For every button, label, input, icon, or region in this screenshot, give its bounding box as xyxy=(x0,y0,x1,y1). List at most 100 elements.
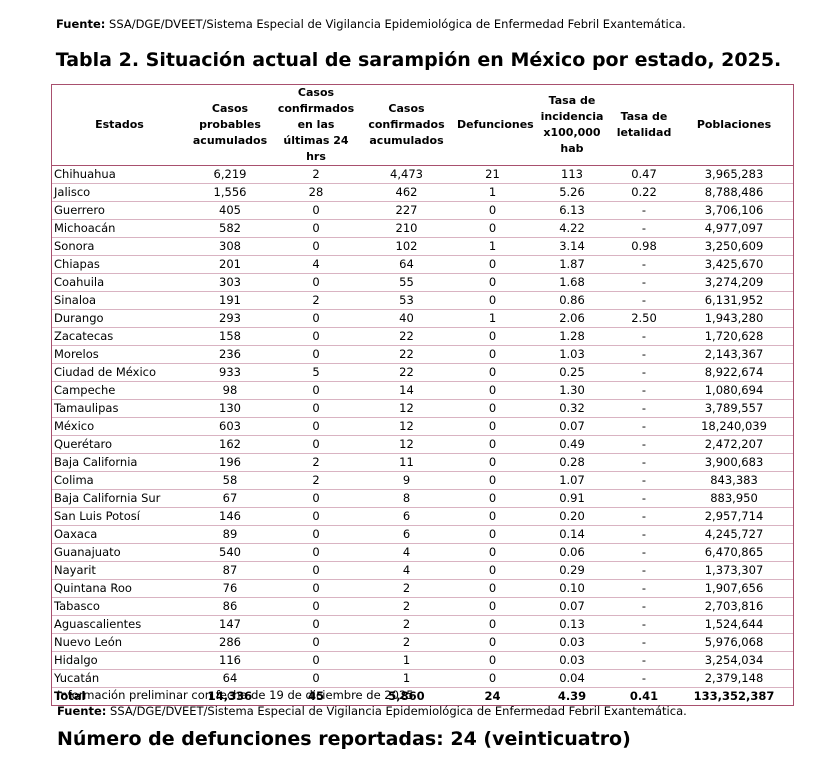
cell-confirmed-24h: 0 xyxy=(273,273,359,292)
cell-population: 2,472,207 xyxy=(675,435,793,454)
cell-confirmed-cumulative: 2 xyxy=(359,615,454,634)
cell-confirmed-24h: 5 xyxy=(273,363,359,382)
cell-state: Ciudad de México xyxy=(52,363,187,382)
cell-state: Yucatán xyxy=(52,669,187,688)
cell-deaths: 0 xyxy=(454,507,531,526)
cell-incidence: 1.03 xyxy=(531,345,613,364)
cell-probable: 196 xyxy=(187,453,273,472)
cell-state: Baja California Sur xyxy=(52,489,187,508)
table-row: Chiapas 201 4 64 0 1.87-3,425,670 xyxy=(52,255,793,274)
source-line-top: Fuente: SSA/DGE/DVEET/Sistema Especial d… xyxy=(56,17,686,31)
cell-population: 3,965,283 xyxy=(675,165,793,184)
cell-state: Nayarit xyxy=(52,561,187,580)
cell-incidence: 1.68 xyxy=(531,273,613,292)
table-row: Colima 58 2 9 0 1.07-843,383 xyxy=(52,471,793,490)
table-row: Quintana Roo 76 0 2 0 0.10-1,907,656 xyxy=(52,579,793,598)
cell-lethality: - xyxy=(613,669,675,688)
cell-confirmed-cumulative: 40 xyxy=(359,309,454,328)
header-lethality: Tasa de letalidad xyxy=(613,85,675,166)
cell-state: Quintana Roo xyxy=(52,579,187,598)
table-row: Guanajuato 540 0 4 0 0.06-6,470,865 xyxy=(52,543,793,562)
table-row: Baja California 196 2 11 0 0.28-3,900,683 xyxy=(52,453,793,472)
cell-confirmed-24h: 0 xyxy=(273,651,359,670)
cell-population: 8,788,486 xyxy=(675,183,793,202)
deaths-heading: Número de defunciones reportadas: 24 (ve… xyxy=(57,728,631,750)
cell-confirmed-24h: 0 xyxy=(273,327,359,346)
cell-confirmed-cumulative: 462 xyxy=(359,183,454,202)
cell-lethality: - xyxy=(613,507,675,526)
cell-state: Total xyxy=(52,687,187,705)
cell-confirmed-24h: 2 xyxy=(273,165,359,184)
cell-state: Jalisco xyxy=(52,183,187,202)
cell-probable: 308 xyxy=(187,237,273,256)
cell-probable: 603 xyxy=(187,417,273,436)
header-incidence: Tasa de incidencia x100,000 hab xyxy=(531,85,613,166)
cell-deaths: 0 xyxy=(454,201,531,220)
cell-state: Michoacán xyxy=(52,219,187,238)
cell-probable: 87 xyxy=(187,561,273,580)
cell-lethality: - xyxy=(613,453,675,472)
cell-lethality: - xyxy=(613,615,675,634)
cell-population: 2,143,367 xyxy=(675,345,793,364)
cell-confirmed-cumulative: 11 xyxy=(359,453,454,472)
cell-probable: 116 xyxy=(187,651,273,670)
cell-confirmed-24h: 0 xyxy=(273,525,359,544)
cell-population: 1,720,628 xyxy=(675,327,793,346)
table-row: México 603 0 12 0 0.07-18,240,039 xyxy=(52,417,793,436)
cell-probable: 540 xyxy=(187,543,273,562)
cell-confirmed-24h: 0 xyxy=(273,309,359,328)
cell-confirmed-cumulative: 22 xyxy=(359,327,454,346)
cell-confirmed-24h: 0 xyxy=(273,435,359,454)
cell-confirmed-cumulative: 6 xyxy=(359,507,454,526)
cell-population: 1,373,307 xyxy=(675,561,793,580)
cell-state: Morelos xyxy=(52,345,187,364)
cell-probable: 76 xyxy=(187,579,273,598)
cell-deaths: 0 xyxy=(454,471,531,490)
cell-deaths: 0 xyxy=(454,363,531,382)
cell-incidence: 0.20 xyxy=(531,507,613,526)
cell-confirmed-24h: 2 xyxy=(273,471,359,490)
cell-incidence: 0.07 xyxy=(531,597,613,616)
cell-lethality: - xyxy=(613,633,675,652)
source-label: Fuente: xyxy=(56,17,106,31)
cell-lethality: - xyxy=(613,201,675,220)
table-row: Ciudad de México 933 5 22 0 0.25-8,922,674 xyxy=(52,363,793,382)
cell-confirmed-cumulative: 12 xyxy=(359,399,454,418)
cell-population: 6,470,865 xyxy=(675,543,793,562)
header-probable: Casos probables acumulados xyxy=(187,85,273,166)
cell-incidence: 1.30 xyxy=(531,381,613,400)
cell-state: Nuevo León xyxy=(52,633,187,652)
cell-confirmed-cumulative: 64 xyxy=(359,255,454,274)
table-total-row: Total 14,336 45 5,860 24 4.39 0.41 133,352,387 xyxy=(52,687,793,705)
cell-lethality: - xyxy=(613,219,675,238)
cell-probable: 236 xyxy=(187,345,273,364)
table-row: Oaxaca 89 0 6 0 0.14-4,245,727 xyxy=(52,525,793,544)
cell-deaths: 21 xyxy=(454,165,531,184)
source-text: SSA/DGE/DVEET/Sistema Especial de Vigila… xyxy=(110,704,687,718)
cell-lethality: - xyxy=(613,291,675,310)
cell-lethality: - xyxy=(613,363,675,382)
cell-probable: 147 xyxy=(187,615,273,634)
cell-probable: 64 xyxy=(187,669,273,688)
table-body: Chihuahua 6,219 2 4,473 21 113 0.47 3,965,283 Ja… xyxy=(52,165,793,705)
cell-deaths: 0 xyxy=(454,561,531,580)
cell-confirmed-cumulative: 4 xyxy=(359,543,454,562)
cell-confirmed-cumulative: 1 xyxy=(359,669,454,688)
cell-confirmed-cumulative: 227 xyxy=(359,201,454,220)
measles-table-container: Estados Casos probables acumulados Casos… xyxy=(51,84,794,706)
cell-population: 843,383 xyxy=(675,471,793,490)
cell-lethality: - xyxy=(613,579,675,598)
table-header-row: Estados Casos probables acumulados Casos… xyxy=(52,85,793,166)
cell-confirmed-24h: 0 xyxy=(273,633,359,652)
cell-population: 1,907,656 xyxy=(675,579,793,598)
cell-probable: 933 xyxy=(187,363,273,382)
source-line-bottom: Fuente: SSA/DGE/DVEET/Sistema Especial d… xyxy=(57,704,687,718)
cell-confirmed-cumulative: 1 xyxy=(359,651,454,670)
cell-lethality: - xyxy=(613,561,675,580)
table-row: Guerrero 405 0 227 0 6.13-3,706,106 xyxy=(52,201,793,220)
source-text: SSA/DGE/DVEET/Sistema Especial de Vigila… xyxy=(109,17,686,31)
cell-confirmed-24h: 0 xyxy=(273,399,359,418)
cell-incidence: 0.07 xyxy=(531,417,613,436)
cell-population: 5,976,068 xyxy=(675,633,793,652)
cell-lethality: - xyxy=(613,489,675,508)
